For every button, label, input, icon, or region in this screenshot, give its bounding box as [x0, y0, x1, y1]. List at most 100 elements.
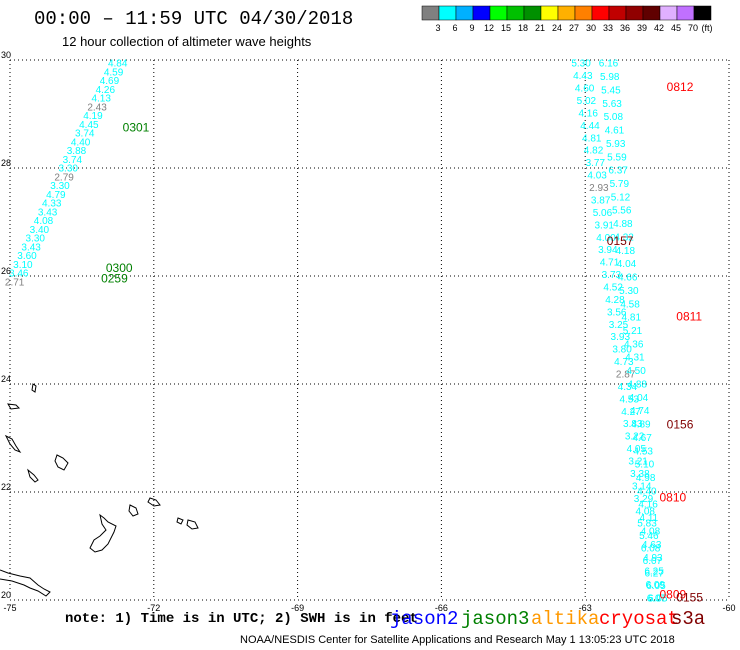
lon-tick-label: -66: [435, 603, 448, 613]
wave-height-label: 4.74: [630, 406, 650, 417]
wave-height-label: 4.71: [600, 258, 620, 269]
legend-unit: (ft): [702, 23, 713, 33]
lon-tick-label: -72: [147, 603, 160, 613]
cuba-coast: [0, 569, 51, 597]
wave-height-label: 3.40: [30, 225, 50, 236]
wave-height-label: 3.21: [628, 457, 648, 468]
wave-height-label: 5.79: [610, 179, 630, 190]
lat-tick-label: 20: [1, 590, 11, 600]
wave-height-label: 5.98: [600, 72, 620, 83]
wave-height-label: 5.59: [607, 152, 627, 163]
legend-swatch: [625, 5, 644, 21]
legend-label: 39: [637, 23, 647, 33]
map-title: 00:00 – 11:59 UTC 04/30/2018: [34, 8, 354, 30]
wave-height-label: 6.25: [644, 567, 664, 578]
legend-swatch: [421, 5, 440, 21]
cayman-islands: [176, 517, 184, 525]
puerto-rico-coast: [186, 519, 199, 530]
pass-time-label: 0259: [101, 272, 128, 286]
legend-swatch: [574, 5, 593, 21]
wave-height-label: 4.66: [618, 273, 638, 284]
lon-tick-label: -63: [579, 603, 592, 613]
wave-height-label: 4.27: [621, 407, 641, 418]
wave-height-label: 4.04: [629, 393, 649, 404]
wave-height-label: 6.07: [647, 593, 667, 604]
pass-time-label: 0810: [659, 490, 686, 504]
legend-label: 27: [569, 23, 579, 33]
pass-time-label: 0157: [607, 234, 634, 248]
wave-height-label: 3.74: [63, 155, 83, 166]
wave-height-label: 3.22: [625, 432, 645, 443]
satellite-jason3: jason3: [461, 608, 530, 630]
wave-height-label: 6.05: [648, 593, 668, 604]
legend-swatch: [540, 5, 559, 21]
wave-height-label: 4.61: [605, 126, 625, 137]
lon-tick-label: -69: [291, 603, 304, 613]
wave-height-label: 3.14: [632, 481, 652, 492]
legend-swatch: [472, 5, 491, 21]
satellite-cryosat: cryosat: [599, 608, 679, 630]
legend-swatch: [693, 5, 712, 21]
wave-height-label: 4.59: [104, 67, 124, 78]
wave-height-label: 3.87: [591, 195, 611, 206]
wave-height-label: 4.89: [631, 420, 651, 431]
wave-height-label: 2.79: [54, 172, 74, 183]
wave-height-label: 2.87: [616, 370, 636, 381]
lon-tick-label: -75: [3, 603, 16, 613]
wave-height-label: 3.30: [26, 234, 46, 245]
wave-height-label: 6.37: [608, 166, 628, 177]
wave-height-label: 3.60: [17, 251, 37, 262]
wave-height-label: 3.94: [598, 245, 618, 256]
lat-tick-label: 22: [1, 482, 11, 492]
wave-height-label: 3.88: [67, 146, 87, 157]
wave-height-label: 4.34: [618, 382, 638, 393]
wave-height-label: 5.02: [577, 96, 597, 107]
legend-label: 15: [501, 23, 511, 33]
wave-height-label: 4.84: [108, 59, 128, 70]
wave-height-label: 4.79: [46, 190, 66, 201]
wave-height-label: 3.56: [607, 307, 627, 318]
wave-height-label: 5.30: [619, 286, 639, 297]
wave-height-label: 4.58: [620, 299, 640, 310]
wave-height-label: 4.98: [636, 473, 656, 484]
legend-label: 18: [518, 23, 528, 33]
wave-height-label: 5.46: [639, 531, 659, 542]
lat-tick-label: 28: [1, 158, 11, 168]
wave-height-label: 5.21: [623, 326, 643, 337]
wave-height-label: 4.26: [96, 85, 116, 96]
legend-label: 36: [620, 23, 630, 33]
pass-time-label: 0811: [676, 310, 702, 324]
units-note: note: 1) Time is in UTC; 2) SWH is in fe…: [65, 611, 418, 627]
legend-swatch: [455, 5, 474, 21]
wave-height-label: 4.52: [603, 282, 623, 293]
map-subtitle: 12 hour collection of altimeter wave hei…: [62, 34, 312, 49]
wave-height-label: 3.25: [609, 320, 629, 331]
wave-height-label: 4.88: [613, 219, 633, 230]
pass-time-label: 0812: [667, 80, 694, 94]
wave-height-label: 4.31: [625, 353, 645, 364]
wave-height-label: 3.43: [38, 207, 58, 218]
wave-height-label: 3.30: [50, 181, 70, 192]
legend-label: 30: [586, 23, 596, 33]
credit-line: NOAA/NESDIS Center for Satellite Applica…: [240, 634, 675, 646]
wave-height-label: 5.06: [593, 208, 613, 219]
axis-tick-labels: -75 -72 -69 -66 -63 -60 30 28 26 24 22 20: [1, 50, 736, 613]
wave-height-label: 6.05: [646, 581, 666, 592]
wave-height-label: 3.29: [634, 494, 654, 505]
wave-height-label: 4.67: [632, 433, 652, 444]
wave-height-label: 5.93: [606, 139, 626, 150]
wave-height-label: 4.08: [34, 216, 54, 227]
wave-height-label: 6.09: [646, 580, 666, 591]
wave-height-label: 3.74: [75, 129, 95, 140]
wave-height-label: 4.53: [619, 394, 639, 405]
wave-height-label: 4.33: [42, 199, 62, 210]
wave-height-label: 4.82: [584, 146, 604, 157]
abaco-island: [31, 383, 37, 393]
legend-swatch: [523, 5, 542, 21]
wave-height-label: 4.43: [573, 71, 593, 82]
lat-tick-label: 24: [1, 374, 11, 384]
color-scale-legend: 3 6 9 12 15 18 21 24 27 30 33 36 39 42 45 70 (ft): [421, 5, 713, 33]
